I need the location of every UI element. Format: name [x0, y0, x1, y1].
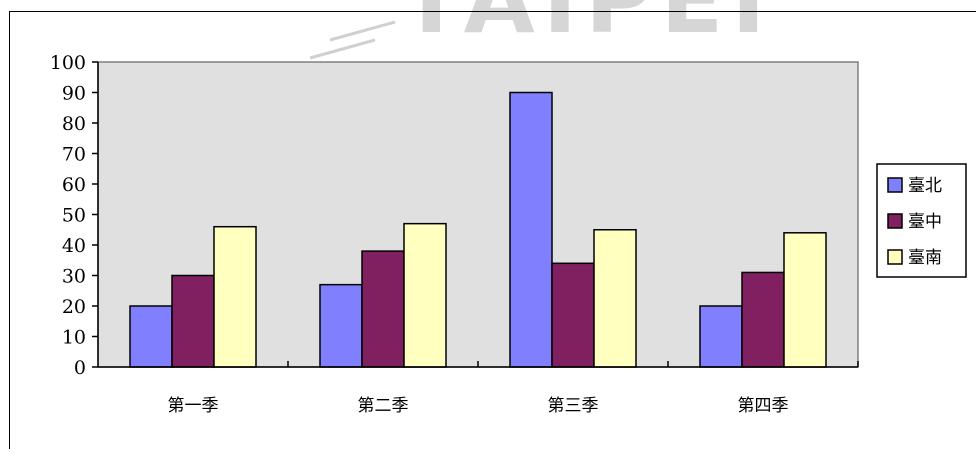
bar-series0-cat1 — [319, 283, 363, 368]
y-tick-label-6: 60 — [62, 174, 86, 196]
watermark-stroke-1 — [329, 20, 396, 42]
x-tick-label-3: 第四季 — [738, 396, 789, 416]
bar-series1-cat3 — [741, 271, 785, 368]
bar-series1-cat1 — [361, 250, 405, 368]
y-tick-label-10: 100 — [50, 52, 86, 74]
bar-series0-cat0 — [129, 305, 173, 368]
watermark: TAIPEI — [309, 0, 774, 60]
watermark-stroke-2 — [309, 38, 376, 60]
bar-series0-cat3 — [699, 305, 743, 368]
bar-series2-cat1 — [403, 222, 447, 368]
y-tick-label-8: 80 — [62, 113, 86, 135]
legend-label-0: 臺北 — [908, 176, 942, 196]
bar-series2-cat2 — [593, 229, 637, 368]
legend-label-2: 臺南 — [908, 248, 942, 268]
x-tick-label-0: 第一季 — [168, 396, 219, 416]
bar-series1-cat2 — [551, 262, 595, 368]
bars-group — [129, 91, 827, 368]
x-tick-label-1: 第二季 — [358, 396, 409, 416]
y-tick-label-3: 30 — [62, 266, 86, 288]
y-tick-label-4: 40 — [62, 235, 86, 257]
y-ticks-group: 0 10 20 30 40 50 60 70 80 90 100 — [50, 52, 98, 379]
watermark-text: TAIPEI — [400, 0, 774, 54]
x-tick-label-2: 第三季 — [548, 396, 599, 416]
legend-label-1: 臺中 — [908, 212, 942, 232]
y-tick-label-5: 50 — [62, 205, 86, 227]
legend-swatch-0 — [887, 177, 903, 193]
bar-series1-cat0 — [171, 274, 215, 368]
legend-swatch-1 — [887, 213, 903, 229]
y-tick-label-1: 10 — [62, 327, 86, 349]
y-tick-label-9: 90 — [62, 83, 86, 105]
bar-series0-cat2 — [509, 91, 553, 368]
legend-swatch-2 — [887, 249, 903, 265]
bar-series2-cat3 — [783, 232, 827, 368]
bar-series2-cat0 — [213, 225, 257, 368]
y-tick-label-7: 70 — [62, 144, 86, 166]
y-tick-label-0: 0 — [74, 357, 86, 379]
x-ticks-group: 第一季 第二季 第三季 第四季 — [168, 361, 859, 416]
y-tick-label-2: 20 — [62, 296, 86, 318]
